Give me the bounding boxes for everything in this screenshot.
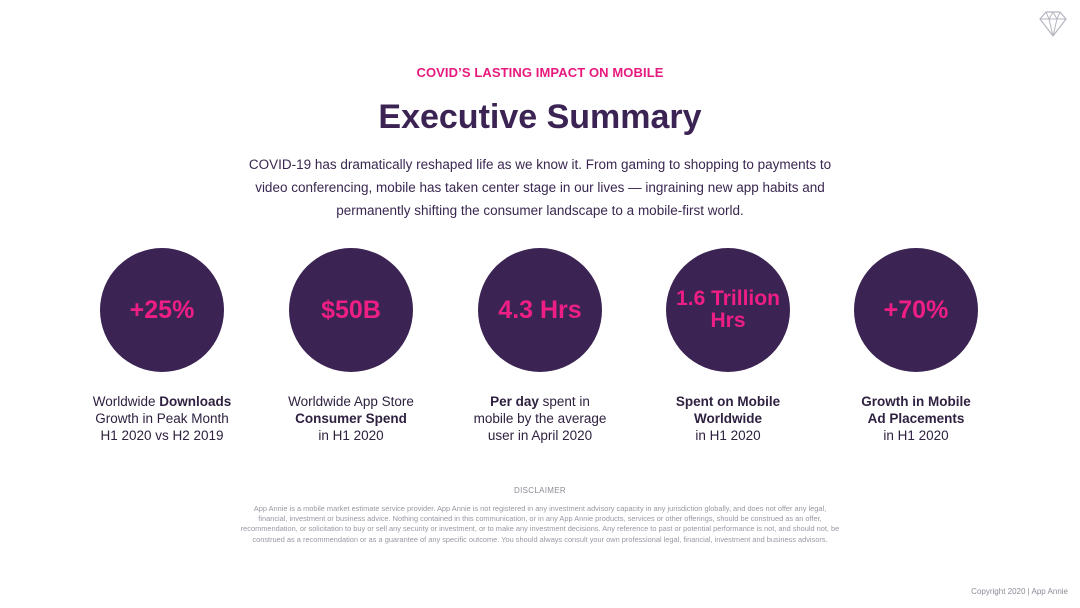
- stat-caption: Growth in Mobile Ad Placements in H1 202…: [826, 393, 1006, 444]
- stat-time-per-day: 4.3 Hrs Per day spent in mobile by the a…: [450, 248, 630, 444]
- caption-bold: Spent on Mobile: [675, 394, 781, 409]
- caption-text: Growth in Peak Month: [95, 411, 229, 426]
- caption-bold: Growth in Mobile: [861, 394, 971, 409]
- copyright-text: Copyright 2020 | App Annie: [971, 587, 1068, 596]
- caption-bold: Per day: [490, 394, 539, 409]
- stat-circle: $50B: [289, 248, 413, 372]
- caption-text: Worldwide: [92, 394, 160, 409]
- caption-bold: Downloads: [159, 394, 232, 409]
- diamond-icon: [1039, 10, 1067, 37]
- caption-bold: Ad Placements: [867, 411, 965, 426]
- caption-text: Worldwide App Store: [288, 394, 414, 409]
- stat-value: 4.3 Hrs: [498, 295, 582, 324]
- caption-text: in H1 2020: [695, 428, 761, 443]
- stat-caption: Worldwide Downloads Growth in Peak Month…: [72, 393, 252, 444]
- stat-value: +25%: [129, 295, 195, 324]
- stat-caption: Worldwide App Store Consumer Spend in H1…: [261, 393, 441, 444]
- intro-paragraph: COVID-19 has dramatically reshaped life …: [248, 157, 832, 218]
- stat-value: 1.6 Trillion Hrs: [676, 287, 780, 332]
- stat-caption: Per day spent in mobile by the average u…: [450, 393, 630, 444]
- stat-circle: +25%: [100, 248, 224, 372]
- stat-downloads: +25% Worldwide Downloads Growth in Peak …: [72, 248, 252, 444]
- caption-text: user in April 2020: [487, 428, 593, 443]
- page-title: Executive Summary: [378, 98, 702, 136]
- caption-text: mobile by the average: [473, 411, 607, 426]
- stat-value: +70%: [883, 295, 949, 324]
- eyebrow-label: COVID’S LASTING IMPACT ON MOBILE: [416, 65, 664, 80]
- stat-circle: +70%: [854, 248, 978, 372]
- stat-hours-spent: 1.6 Trillion Hrs Spent on Mobile Worldwi…: [638, 248, 818, 444]
- stat-circle: 1.6 Trillion Hrs: [666, 248, 790, 372]
- caption-text: in H1 2020: [883, 428, 949, 443]
- caption-text: in H1 2020: [318, 428, 384, 443]
- stats-row: +25% Worldwide Downloads Growth in Peak …: [0, 248, 1080, 448]
- stat-circle: 4.3 Hrs: [478, 248, 602, 372]
- caption-text: H1 2020 vs H2 2019: [100, 428, 224, 443]
- stat-consumer-spend: $50B Worldwide App Store Consumer Spend …: [261, 248, 441, 444]
- stat-caption: Spent on Mobile Worldwide in H1 2020: [638, 393, 818, 444]
- caption-text: spent in: [538, 394, 590, 409]
- caption-bold: Consumer Spend: [295, 411, 407, 426]
- caption-bold: Worldwide: [693, 411, 762, 426]
- stat-ad-placements: +70% Growth in Mobile Ad Placements in H…: [826, 248, 1006, 444]
- disclaimer-text: App Annie is a mobile market estimate se…: [240, 504, 840, 544]
- disclaimer-heading: DISCLAIMER: [514, 486, 566, 495]
- stat-value: $50B: [321, 295, 381, 324]
